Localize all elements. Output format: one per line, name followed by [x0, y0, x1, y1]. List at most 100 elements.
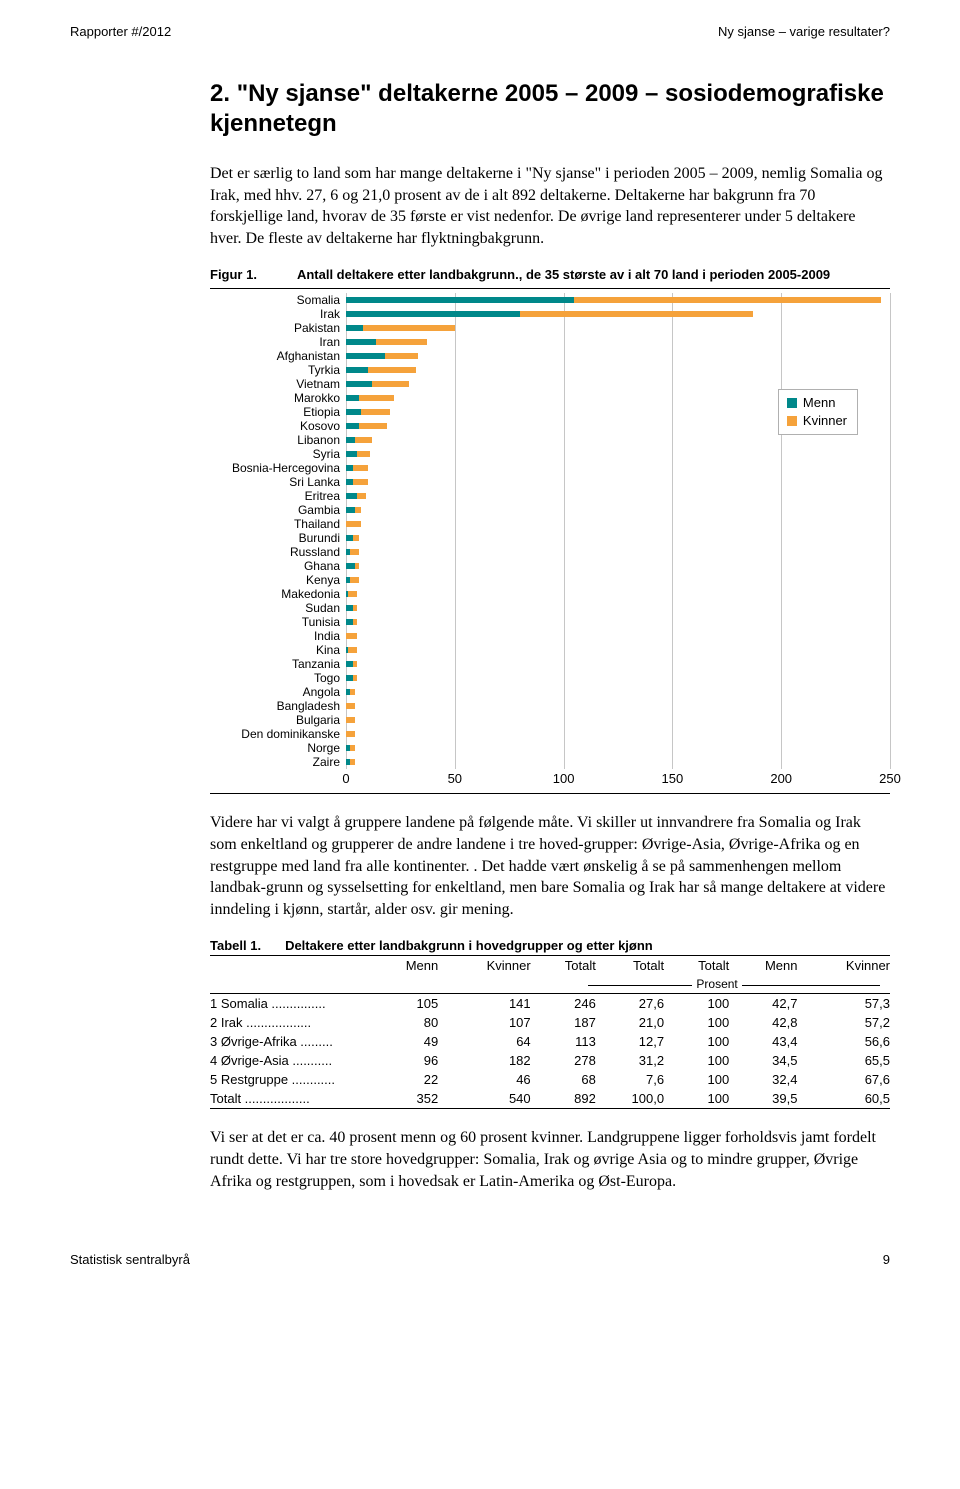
cell: 100,0 [596, 1089, 664, 1109]
table-row: 5 Restgruppe ............2246687,610032,… [210, 1070, 890, 1089]
bar-kvinner [350, 759, 354, 765]
col-menn: Menn [370, 956, 438, 976]
bar-row [346, 335, 890, 349]
bar-row [346, 643, 890, 657]
bar-menn [346, 493, 357, 499]
y-axis-label: Russland [210, 545, 340, 559]
bar-kvinner [350, 577, 359, 583]
table-caption: Tabell 1.Deltakere etter landbakgrunn i … [210, 938, 890, 953]
bar-row [346, 685, 890, 699]
running-head-right: Ny sjanse – varige resultater? [718, 24, 890, 39]
cell: 246 [531, 994, 596, 1014]
y-axis-label: Eritrea [210, 489, 340, 503]
figure-caption: Figur 1.Antall deltakere etter landbakgr… [210, 267, 890, 282]
table-row: 1 Somalia ...............10514124627,610… [210, 994, 890, 1014]
bar-kvinner [355, 563, 359, 569]
y-axis-label: Zaire [210, 755, 340, 769]
chart-legend: Menn Kvinner [778, 389, 858, 435]
bar-kvinner [357, 493, 366, 499]
y-axis-label: Den dominikanske [210, 727, 340, 741]
y-axis-label: Makedonia [210, 587, 340, 601]
cell: 100 [664, 1051, 729, 1070]
cell: 34,5 [729, 1051, 797, 1070]
bar-row [346, 349, 890, 363]
y-axis-label: Sri Lanka [210, 475, 340, 489]
bar-row [346, 447, 890, 461]
paragraph-1: Det er særlig to land som har mange delt… [210, 163, 890, 249]
y-axis-label: Afghanistan [210, 349, 340, 363]
cell: 278 [531, 1051, 596, 1070]
cell: 43,4 [729, 1032, 797, 1051]
footer-page-number: 9 [883, 1252, 890, 1267]
bar-row [346, 321, 890, 335]
bar-row [346, 755, 890, 769]
col-totalt-3: Totalt [664, 956, 729, 976]
cell: 113 [531, 1032, 596, 1051]
y-axis-label: Tunisia [210, 615, 340, 629]
table-row: 2 Irak ..................8010718721,0100… [210, 1013, 890, 1032]
bar-kvinner [353, 535, 360, 541]
y-axis-label: Kosovo [210, 419, 340, 433]
cell: 42,8 [729, 1013, 797, 1032]
col-kvinner-pct: Kvinner [797, 956, 890, 976]
bar-row [346, 363, 890, 377]
paragraph-3: Vi ser at det er ca. 40 prosent menn og … [210, 1127, 890, 1192]
y-axis-label: Tanzania [210, 657, 340, 671]
bar-row [346, 461, 890, 475]
bar-menn [346, 297, 574, 303]
page-footer: Statistisk sentralbyrå 9 [70, 1252, 890, 1267]
bar-row [346, 629, 890, 643]
table-row: Totalt ..................352540892100,01… [210, 1089, 890, 1109]
bar-menn [346, 563, 355, 569]
bar-kvinner [350, 745, 354, 751]
y-axis-label: Gambia [210, 503, 340, 517]
bar-row [346, 559, 890, 573]
bar-kvinner [346, 731, 355, 737]
cell: 68 [531, 1070, 596, 1089]
prosent-label: Prosent [692, 977, 741, 991]
y-axis-label: Syria [210, 447, 340, 461]
running-head-left: Rapporter #/2012 [70, 24, 171, 39]
bar-kvinner [372, 381, 409, 387]
bar-menn [346, 507, 355, 513]
y-axis-label: Angola [210, 685, 340, 699]
y-axis-label: Ghana [210, 559, 340, 573]
bar-row [346, 615, 890, 629]
y-axis-label: Marokko [210, 391, 340, 405]
bar-kvinner [359, 395, 394, 401]
bar-kvinner [355, 507, 362, 513]
bar-row [346, 517, 890, 531]
bar-menn [346, 437, 355, 443]
table-1: Menn Kvinner Totalt Totalt Totalt Menn K… [210, 955, 890, 1109]
row-label: 5 Restgruppe ............ [210, 1070, 370, 1089]
cell: 42,7 [729, 994, 797, 1014]
bar-kvinner [348, 591, 357, 597]
cell: 100 [664, 1032, 729, 1051]
bar-kvinner [357, 451, 370, 457]
cell: 141 [438, 994, 530, 1014]
bar-menn [346, 451, 357, 457]
y-axis-label: Libanon [210, 433, 340, 447]
x-axis-tick: 0 [342, 771, 349, 786]
cell: 352 [370, 1089, 438, 1109]
cell: 64 [438, 1032, 530, 1051]
col-totalt-2: Totalt [596, 956, 664, 976]
bar-kvinner [355, 437, 372, 443]
cell: 182 [438, 1051, 530, 1070]
bar-kvinner [348, 647, 357, 653]
col-totalt-1: Totalt [531, 956, 596, 976]
y-axis-label: Burundi [210, 531, 340, 545]
bar-row [346, 489, 890, 503]
y-axis-label: Vietnam [210, 377, 340, 391]
bar-kvinner [346, 717, 355, 723]
cell: 100 [664, 1013, 729, 1032]
bar-menn [346, 353, 385, 359]
y-axis-label: Irak [210, 307, 340, 321]
bar-row [346, 573, 890, 587]
y-axis-label: Bosnia-Hercegovina [210, 461, 340, 475]
y-axis-label: Sudan [210, 601, 340, 615]
bar-kvinner [353, 479, 368, 485]
y-axis-label: Kina [210, 643, 340, 657]
y-axis-label: Iran [210, 335, 340, 349]
row-label: 1 Somalia ............... [210, 994, 370, 1014]
